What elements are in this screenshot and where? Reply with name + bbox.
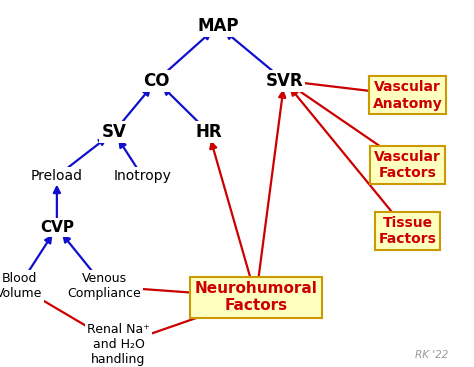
Text: HR: HR xyxy=(195,123,222,141)
Text: MAP: MAP xyxy=(197,17,239,35)
Text: Renal Na⁺
and H₂O
handling: Renal Na⁺ and H₂O handling xyxy=(87,323,150,367)
Text: Neurohumoral
Factors: Neurohumoral Factors xyxy=(194,281,318,313)
Text: RK '22: RK '22 xyxy=(415,350,448,360)
Text: Blood
Volume: Blood Volume xyxy=(0,272,42,300)
Text: Vascular
Factors: Vascular Factors xyxy=(374,150,441,180)
Text: Venous
Compliance: Venous Compliance xyxy=(67,272,141,300)
Text: SV: SV xyxy=(101,123,126,141)
Text: Inotropy: Inotropy xyxy=(113,169,171,183)
Text: CVP: CVP xyxy=(40,220,74,235)
Text: SVR: SVR xyxy=(265,72,303,90)
Text: CO: CO xyxy=(143,72,170,90)
Text: Tissue
Factors: Tissue Factors xyxy=(379,216,437,246)
Text: Vascular
Anatomy: Vascular Anatomy xyxy=(373,80,443,110)
Text: Preload: Preload xyxy=(31,169,83,183)
